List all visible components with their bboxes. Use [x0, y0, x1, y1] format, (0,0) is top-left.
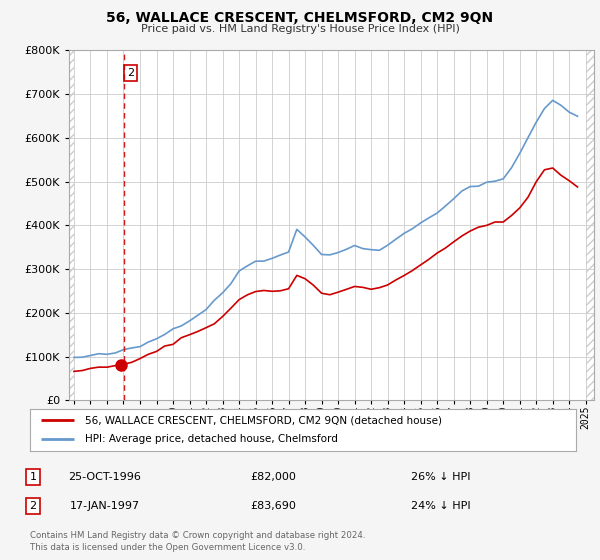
Text: 56, WALLACE CRESCENT, CHELMSFORD, CM2 9QN: 56, WALLACE CRESCENT, CHELMSFORD, CM2 9Q…: [106, 11, 494, 25]
Text: 2: 2: [29, 501, 37, 511]
Text: This data is licensed under the Open Government Licence v3.0.: This data is licensed under the Open Gov…: [30, 543, 305, 552]
Text: 1: 1: [29, 472, 37, 482]
Text: 24% ↓ HPI: 24% ↓ HPI: [411, 501, 470, 511]
Bar: [586, 50, 594, 400]
Text: £82,000: £82,000: [250, 472, 296, 482]
Text: Contains HM Land Registry data © Crown copyright and database right 2024.: Contains HM Land Registry data © Crown c…: [30, 531, 365, 540]
Bar: [69, 50, 74, 400]
Text: Price paid vs. HM Land Registry's House Price Index (HPI): Price paid vs. HM Land Registry's House …: [140, 24, 460, 34]
Text: 56, WALLACE CRESCENT, CHELMSFORD, CM2 9QN (detached house): 56, WALLACE CRESCENT, CHELMSFORD, CM2 9Q…: [85, 415, 442, 425]
Bar: [586, 50, 594, 400]
Text: £83,690: £83,690: [250, 501, 296, 511]
Text: 25-OCT-1996: 25-OCT-1996: [68, 472, 142, 482]
Bar: [69, 50, 74, 400]
Text: 26% ↓ HPI: 26% ↓ HPI: [411, 472, 470, 482]
Text: 2: 2: [127, 68, 134, 78]
Text: HPI: Average price, detached house, Chelmsford: HPI: Average price, detached house, Chel…: [85, 435, 337, 445]
Text: 17-JAN-1997: 17-JAN-1997: [70, 501, 140, 511]
